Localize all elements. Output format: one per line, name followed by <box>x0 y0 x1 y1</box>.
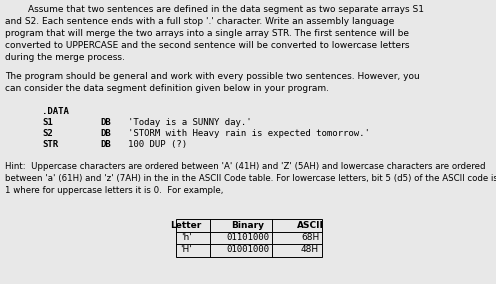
Text: Hint:  Uppercase characters are ordered between 'A' (41H) and 'Z' (5AH) and lowe: Hint: Uppercase characters are ordered b… <box>5 162 496 195</box>
Text: STR: STR <box>42 140 58 149</box>
Text: 68H: 68H <box>301 233 319 242</box>
Text: 'Today is a SUNNY day.': 'Today is a SUNNY day.' <box>128 118 251 127</box>
Text: 'H': 'H' <box>180 245 192 254</box>
Text: ASCII: ASCII <box>297 221 323 230</box>
Text: 48H: 48H <box>301 245 319 254</box>
Text: DB: DB <box>100 118 111 127</box>
Text: Letter: Letter <box>170 221 202 230</box>
Text: S1: S1 <box>42 118 53 127</box>
Text: 'h': 'h' <box>181 233 191 242</box>
Text: 01001000: 01001000 <box>227 245 269 254</box>
Text: Assume that two sentences are defined in the data segment as two separate arrays: Assume that two sentences are defined in… <box>5 5 424 62</box>
Text: DB: DB <box>100 140 111 149</box>
Text: DB: DB <box>100 129 111 138</box>
Text: S2: S2 <box>42 129 53 138</box>
Text: 100 DUP (?): 100 DUP (?) <box>128 140 187 149</box>
Text: .DATA: .DATA <box>42 107 69 116</box>
Text: The program should be general and work with every possible two sentences. Howeve: The program should be general and work w… <box>5 72 420 93</box>
Text: 'STORM with Heavy rain is expected tomorrow.': 'STORM with Heavy rain is expected tomor… <box>128 129 370 138</box>
Text: 01101000: 01101000 <box>227 233 269 242</box>
Text: Binary: Binary <box>232 221 264 230</box>
Bar <box>176 219 322 257</box>
